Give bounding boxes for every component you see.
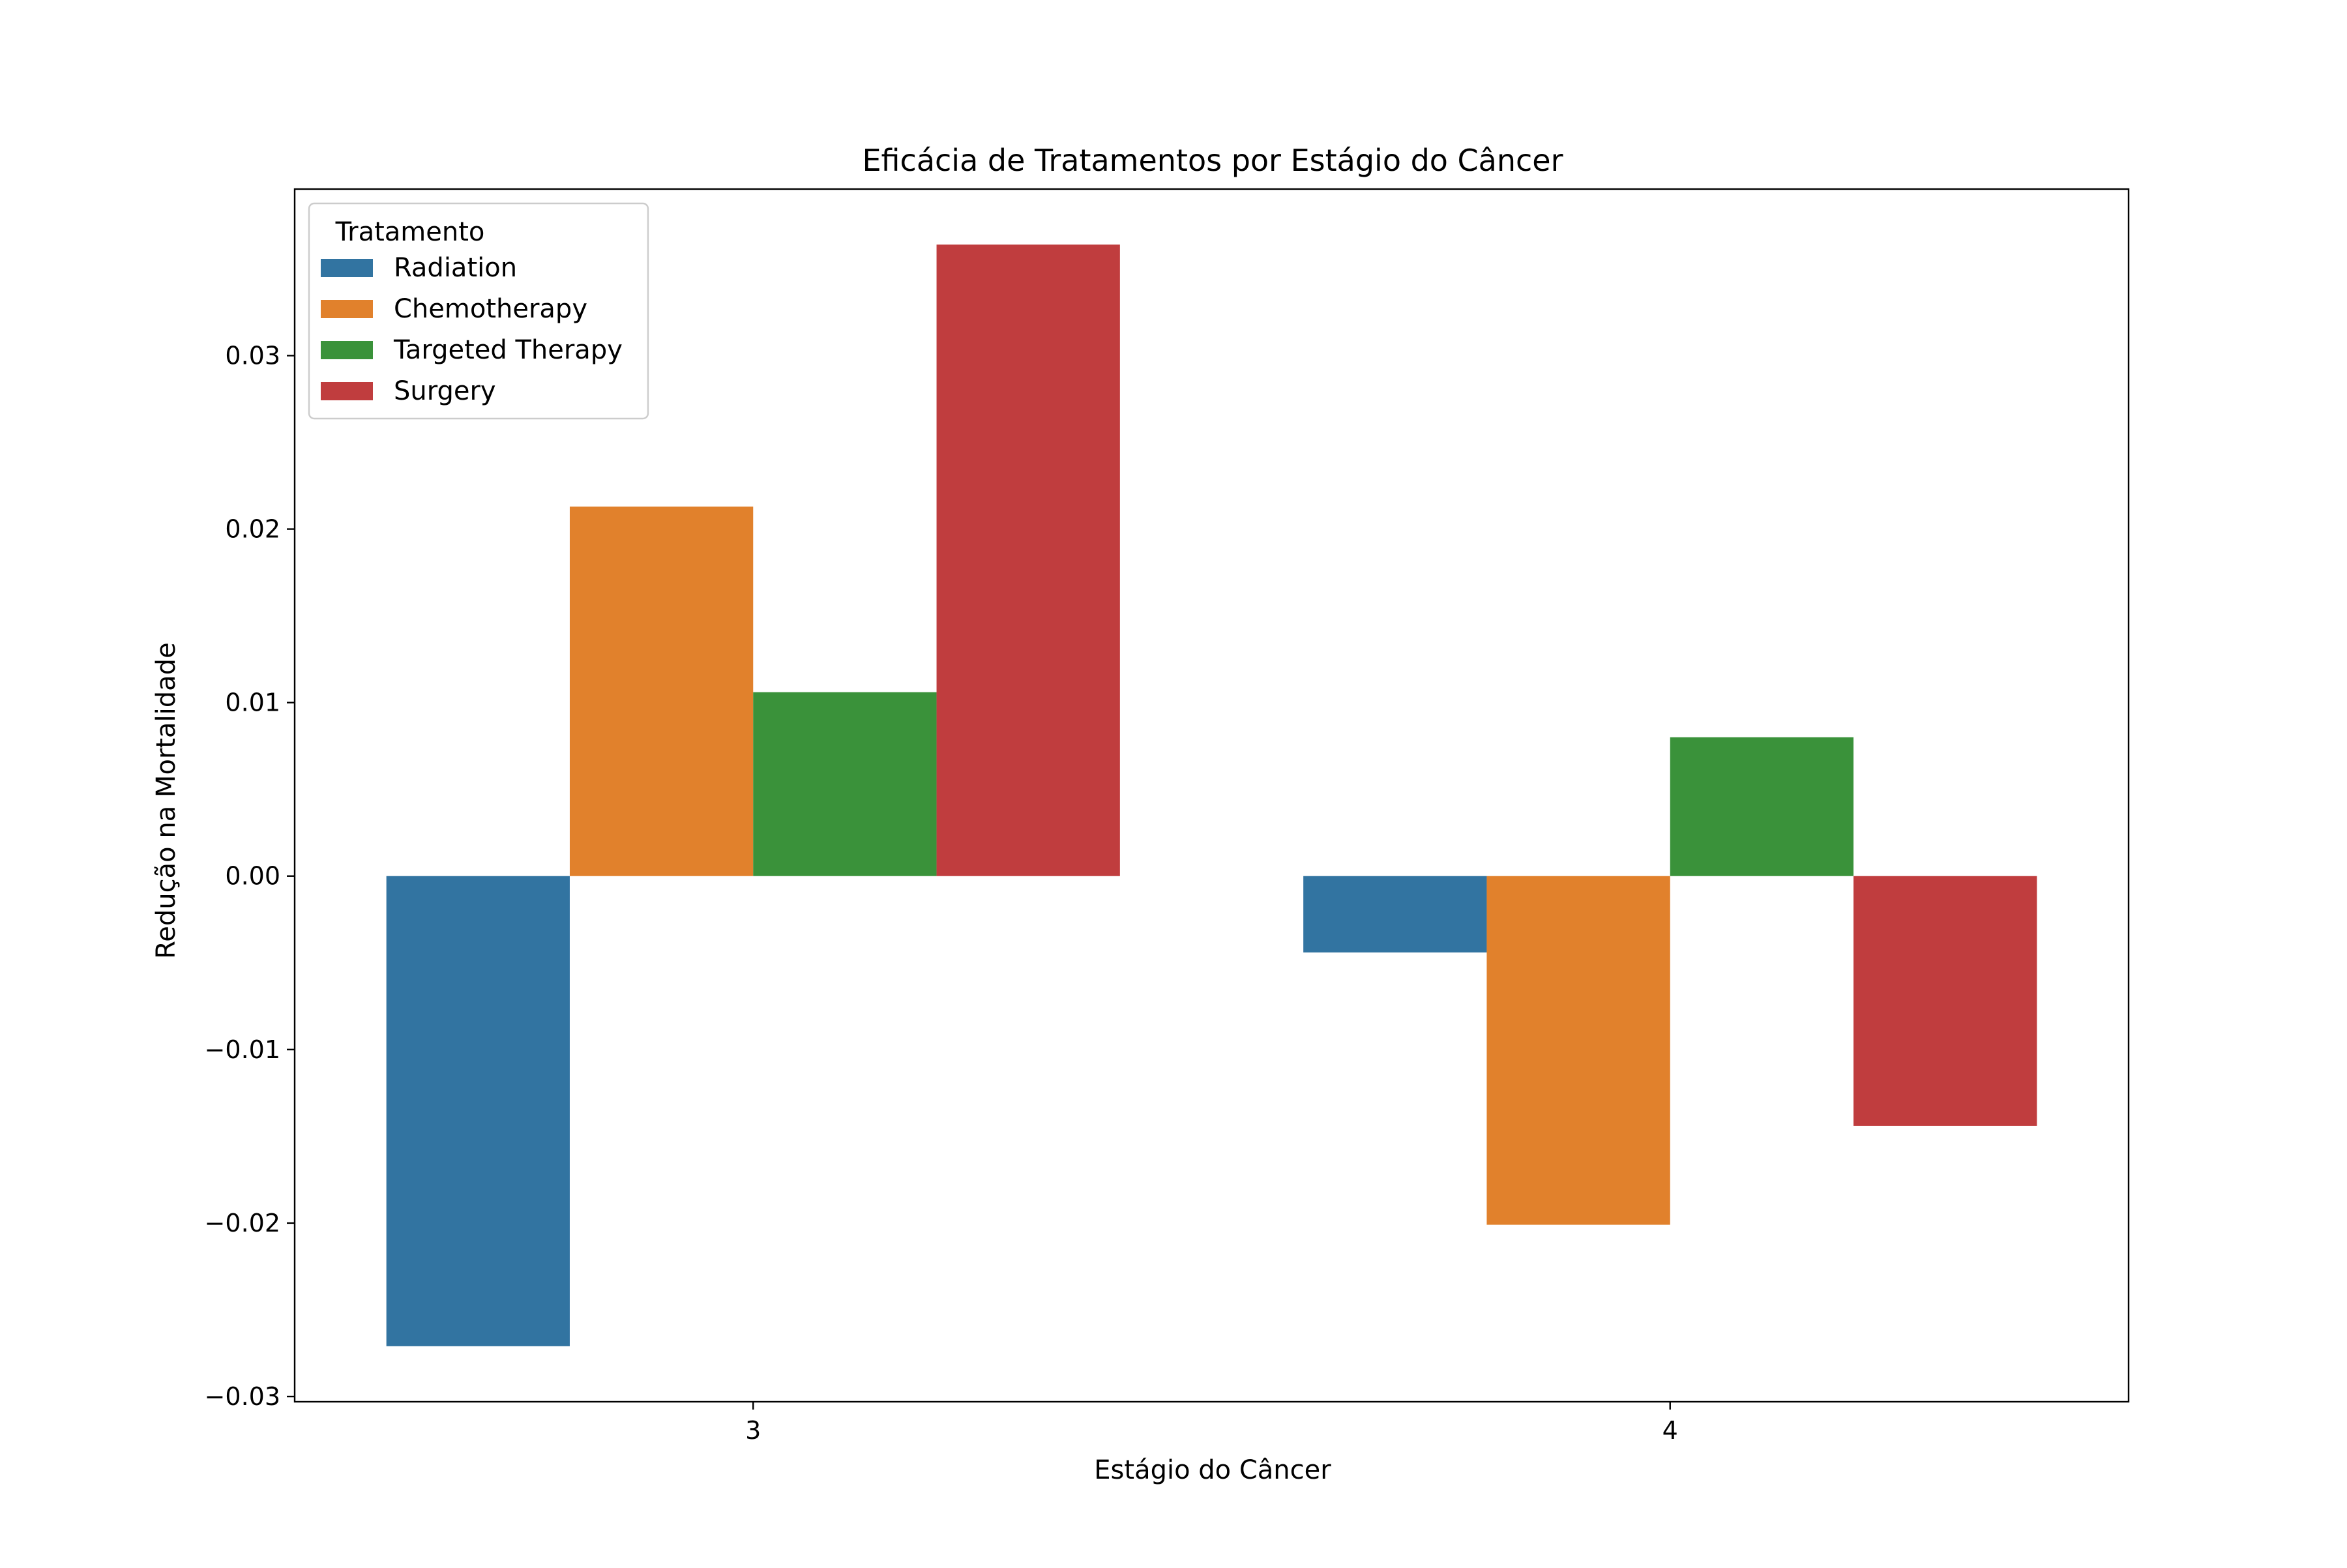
bar-chemotherapy-stage-4 (1486, 876, 1670, 1225)
y-tick-label: −0.03 (205, 1382, 280, 1411)
y-axis-label: Redução na Mortalidade (151, 642, 181, 958)
axes-frame (293, 188, 2130, 1403)
legend-swatch (321, 259, 373, 277)
legend-entry-label: Radiation (394, 253, 517, 283)
bar-targeted-therapy-stage-4 (1670, 737, 1854, 876)
plot-area: −0.03 −0.02 −0.01 0.00 0.01 0.02 0.03 3 4 (205, 188, 2130, 1445)
legend-swatch (321, 341, 373, 359)
y-tick-label: 0.03 (225, 341, 280, 370)
y-tick-label: 0.01 (225, 688, 280, 717)
chart-title: Eficácia de Tratamentos por Estágio do C… (862, 143, 1563, 178)
legend: Tratamento Radiation Chemotherapy Targeted … (308, 202, 649, 420)
bar-surgery-stage-3 (936, 244, 1120, 876)
legend-swatch (321, 300, 373, 318)
bar-surgery-stage-4 (1853, 876, 2037, 1126)
legend-box (308, 202, 649, 420)
x-axis-label: Estágio do Câncer (1094, 1455, 1331, 1485)
legend-entry-label: Targeted Therapy (393, 335, 623, 365)
bar-radiation-stage-4 (1303, 876, 1487, 953)
legend-entry-label: Chemotherapy (394, 294, 587, 324)
bar-radiation-stage-3 (386, 876, 570, 1346)
bar-targeted-therapy-stage-3 (753, 692, 937, 876)
x-tick-label: 3 (745, 1416, 761, 1445)
legend-title: Tratamento (335, 217, 485, 247)
legend-entry-label: Surgery (394, 376, 496, 406)
legend-swatch (321, 382, 373, 400)
bar-chemotherapy-stage-3 (569, 506, 754, 876)
x-tick-label: 4 (1662, 1416, 1678, 1445)
y-tick-label: 0.02 (225, 515, 280, 544)
y-tick-label: −0.02 (205, 1209, 280, 1237)
y-tick-label: 0.00 (225, 862, 280, 891)
y-tick-label: −0.01 (205, 1035, 280, 1064)
